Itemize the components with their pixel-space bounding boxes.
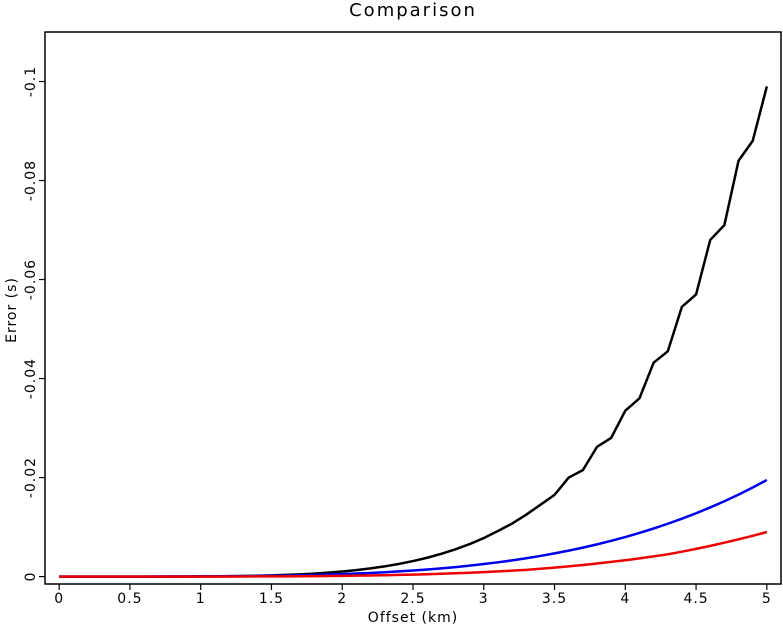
x-tick-label: 5 — [762, 591, 772, 607]
x-tick-label: 1 — [196, 591, 206, 607]
x-tick-label: 2.5 — [400, 591, 425, 607]
x-tick-label: 2 — [337, 591, 347, 607]
x-tick-label: 0.5 — [117, 591, 142, 607]
y-tick-label: -0.1 — [23, 66, 39, 97]
x-tick-label: 4.5 — [683, 591, 708, 607]
y-tick-label: -0.06 — [23, 259, 39, 300]
x-tick-label: 3.5 — [542, 591, 567, 607]
x-tick-label: 1.5 — [259, 591, 284, 607]
x-axis-label: Offset (km) — [368, 610, 458, 626]
y-tick-label: -0.08 — [23, 160, 39, 201]
y-tick-label: -0.04 — [23, 358, 39, 399]
line-series — [59, 530, 768, 578]
y-tick-label: 0 — [23, 572, 39, 582]
chart-title: Comparison — [349, 0, 477, 21]
x-tick-label: 4 — [620, 591, 630, 607]
y-tick-label: -0.02 — [23, 457, 39, 498]
x-tick-label: 3 — [479, 591, 489, 607]
y-axis-label: Error (s) — [4, 277, 20, 343]
line-series — [59, 86, 769, 578]
x-tick-label: 0 — [54, 591, 64, 607]
plot-frame — [44, 31, 782, 585]
